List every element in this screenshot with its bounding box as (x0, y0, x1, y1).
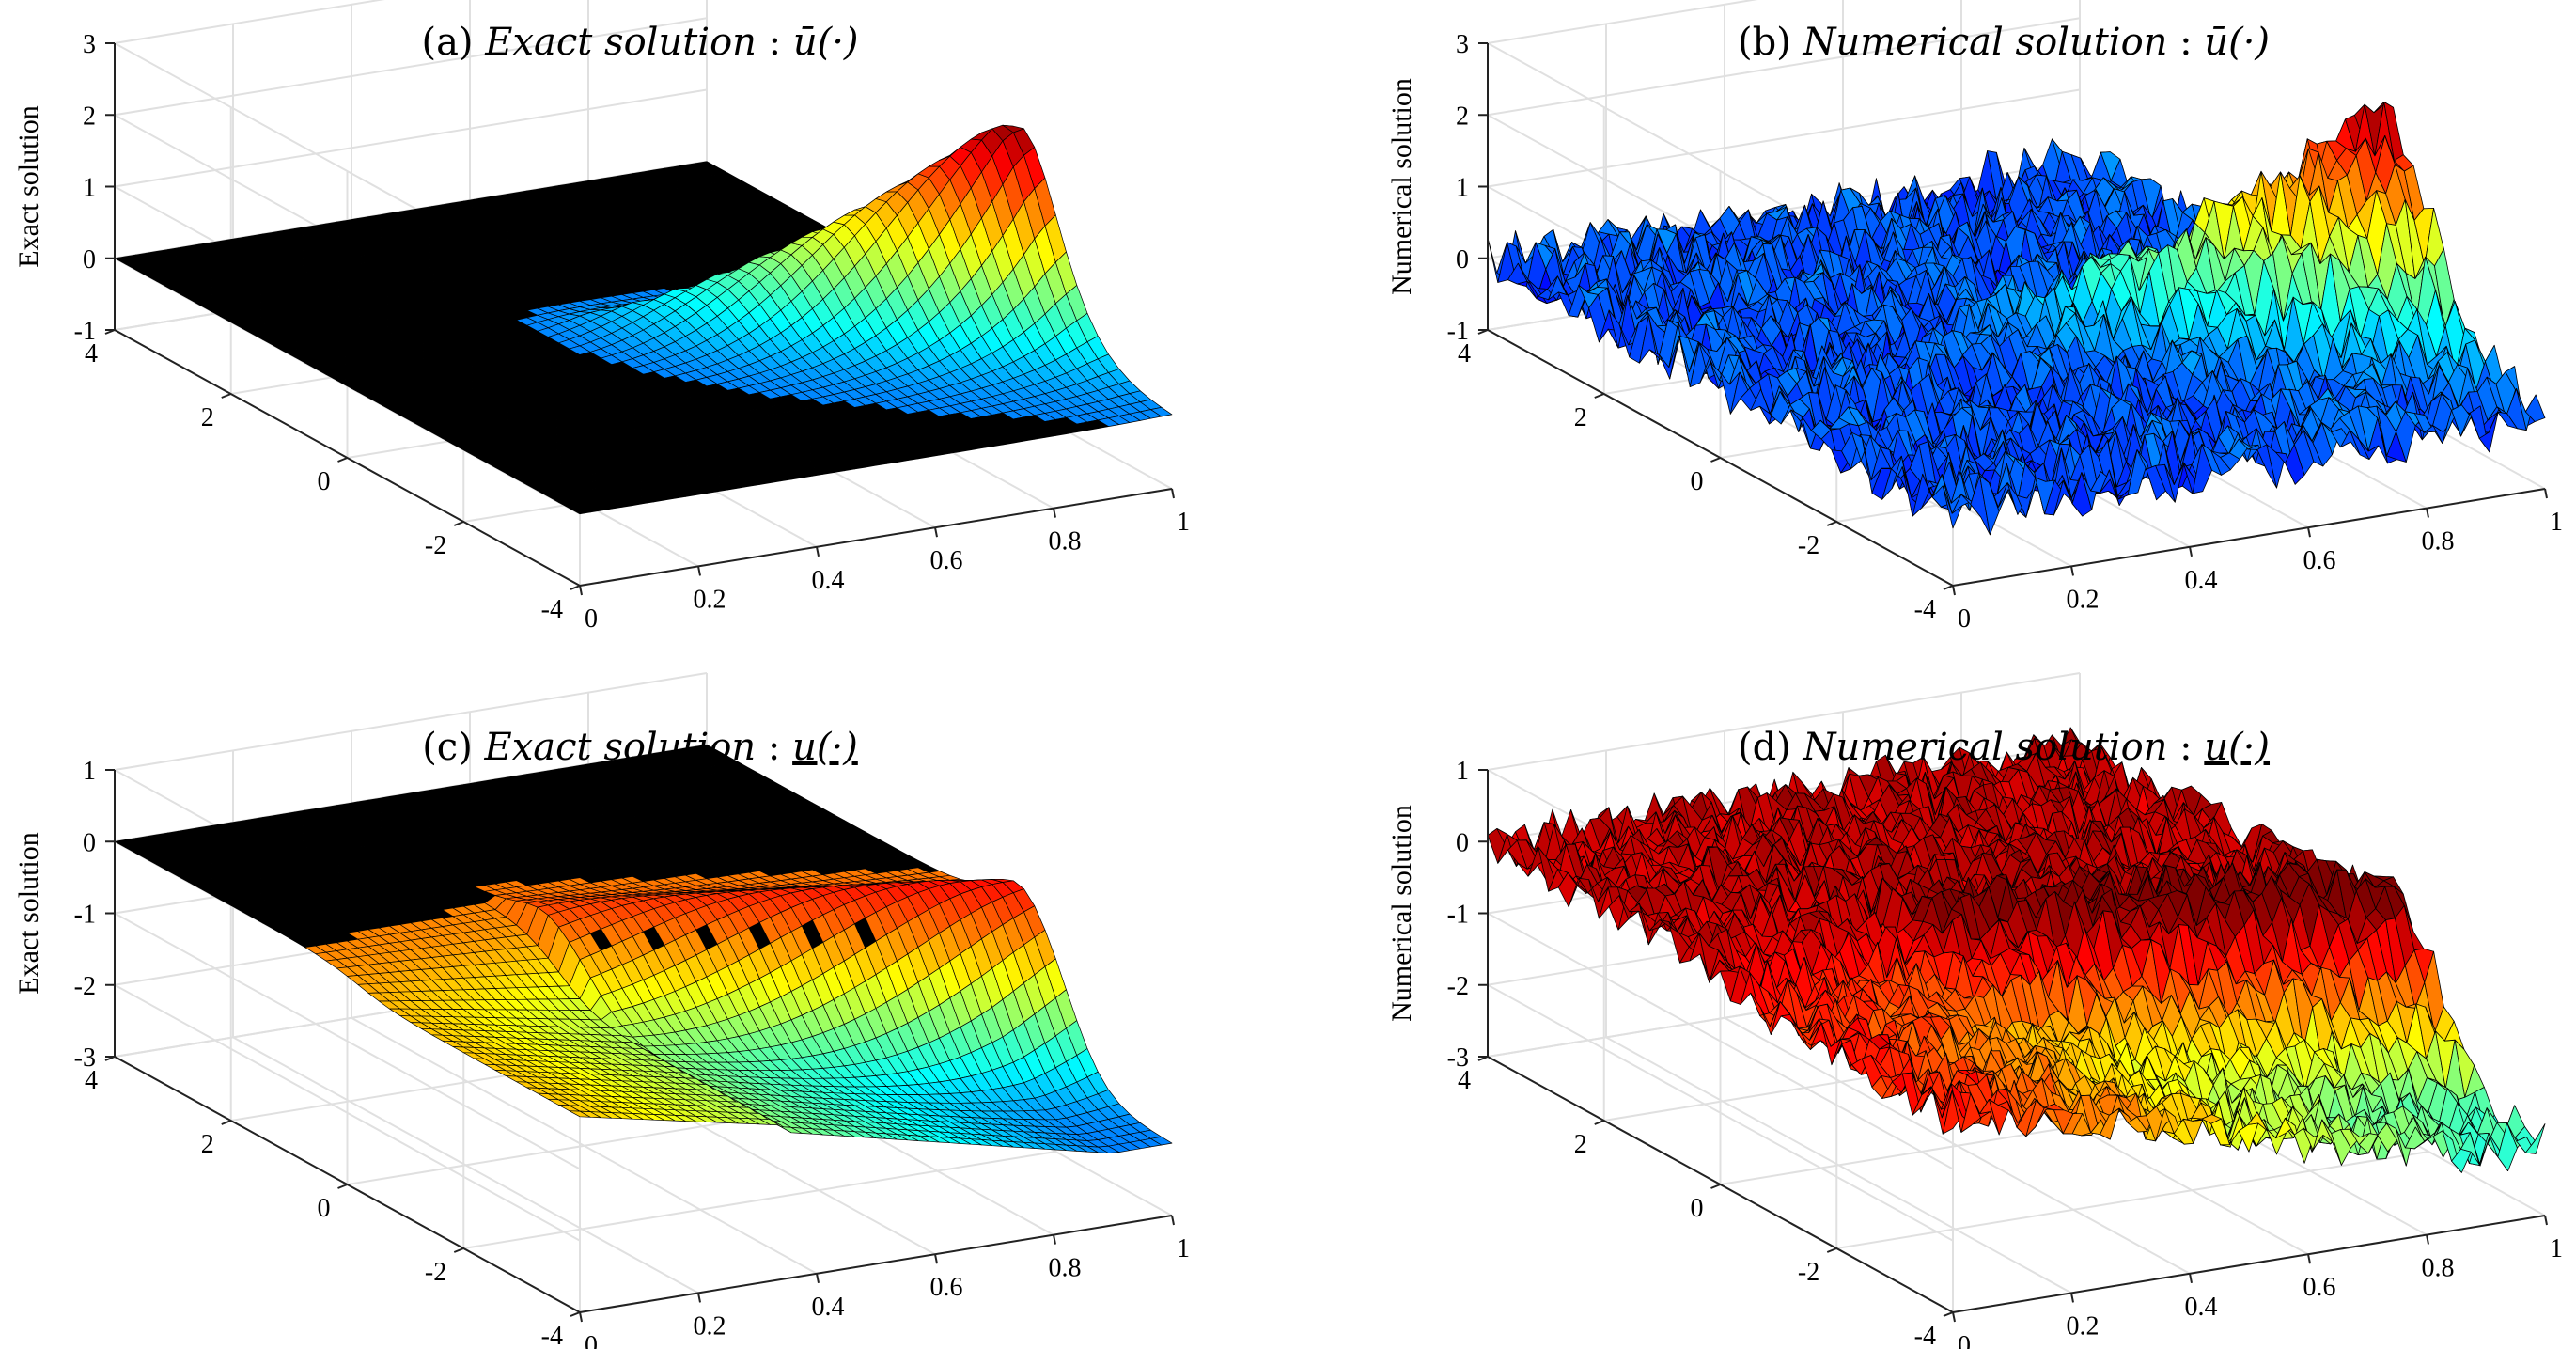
y-tick-label-d: 0 (1691, 1194, 1704, 1223)
z-axis-label-b: Numerical solution (1386, 78, 1417, 295)
x-tick-label-a: 0.6 (930, 546, 963, 575)
axes-b: 0 0.2 0.4 0.6 0.8 1 -4 -2 0 2 4-1 0 1 2 3 (1447, 30, 2563, 634)
z-tick-label-c: -3 (74, 1043, 96, 1073)
z-tick-label-b: 1 (1456, 174, 1469, 203)
y-tick-label-c: 2 (201, 1130, 214, 1159)
y-tick-label-b: 2 (1574, 403, 1587, 432)
z-tick-label-a: 1 (83, 174, 96, 203)
x-tick-label-d: 0.8 (2422, 1254, 2455, 1283)
y-tick-label-a: -4 (541, 595, 563, 624)
z-tick-label-b: 3 (1456, 30, 1469, 59)
y-tick-label-c: 4 (85, 1066, 98, 1095)
x-tick-label-d: 0 (1958, 1331, 1971, 1349)
z-tick-label-d: -2 (1447, 972, 1469, 1001)
y-tick-label-c: 0 (318, 1194, 331, 1223)
z-tick-label-a: 0 (83, 245, 96, 275)
y-tick-label-c: -4 (541, 1322, 563, 1349)
z-tick-label-d: 0 (1456, 828, 1469, 857)
x-tick-label-c: 1 (1177, 1234, 1190, 1263)
panel-title-c: (c) Exact solution : u(·) (422, 726, 858, 769)
x-axis-line-a (579, 488, 1173, 587)
y-tick-label-b: -4 (1914, 595, 1936, 624)
z-axis-label-a: Exact solution (13, 105, 44, 267)
panel-title-b: (b) Numerical solution : ū(·) (1738, 21, 2270, 64)
subplot-a: 0 0.2 0.4 0.6 0.8 1 -4 -2 0 2 4-1 0 1 2 3 Exact solutio… (13, 0, 1190, 634)
y-tick-label-b: -2 (1798, 531, 1819, 560)
x-tick-label-a: 0.8 (1049, 527, 1082, 557)
subplot-b: 0 0.2 0.4 0.6 0.8 1 -4 -2 0 2 4-1 0 1 2 3 Numerical sol… (1386, 0, 2563, 634)
axes-a: 0 0.2 0.4 0.6 0.8 1 -4 -2 0 2 4-1 0 1 2 3 (74, 30, 1190, 634)
z-tick-label-c: 0 (83, 828, 96, 857)
y-tick-label-c: -2 (425, 1258, 446, 1287)
x-tick-label-b: 0.6 (2303, 546, 2336, 575)
x-axis-line-c (579, 1215, 1173, 1313)
surface-b (1487, 102, 2546, 536)
panel-title-d: (d) Numerical solution : u(·) (1738, 726, 2270, 769)
surface-c (114, 744, 1173, 1153)
y-tick-label-a: -2 (425, 531, 446, 560)
x-tick-label-c: 0.2 (694, 1311, 726, 1341)
x-tick-label-b: 0.2 (2067, 585, 2100, 614)
x-tick-label-d: 1 (2550, 1234, 2563, 1263)
z-tick-label-b: 2 (1456, 102, 1469, 131)
y-tick-label-d: 4 (1458, 1066, 1471, 1095)
x-tick-label-b: 0.8 (2422, 527, 2455, 557)
z-tick-label-d: -3 (1447, 1043, 1469, 1073)
y-tick-label-a: 4 (85, 339, 98, 369)
z-tick-label-c: 1 (83, 757, 96, 786)
y-tick-label-a: 2 (201, 403, 214, 432)
y-tick-label-d: -2 (1798, 1258, 1819, 1287)
x-tick-label-c: 0 (585, 1331, 598, 1349)
z-tick-label-a: 2 (83, 102, 96, 131)
z-tick-label-a: -1 (74, 317, 96, 346)
z-tick-label-c: -2 (74, 972, 96, 1001)
z-tick-label-d: -1 (1447, 901, 1469, 930)
x-tick-label-c: 0.6 (930, 1273, 963, 1302)
x-tick-label-b: 1 (2550, 508, 2563, 537)
surface-d (1487, 727, 2546, 1173)
y-tick-label-b: 0 (1691, 467, 1704, 496)
axes-c: 0 0.2 0.4 0.6 0.8 1 -4 -2 0 2 4-3 -2 -1 0 1 (74, 757, 1190, 1349)
x-tick-label-c: 0.4 (812, 1293, 845, 1322)
x-tick-label-d: 0.2 (2067, 1311, 2100, 1341)
x-tick-label-b: 0.4 (2185, 566, 2218, 595)
z-tick-label-d: 1 (1456, 757, 1469, 786)
y-tick-label-d: -4 (1914, 1322, 1936, 1349)
x-tick-label-a: 1 (1177, 508, 1190, 537)
x-tick-label-a: 0.4 (812, 566, 845, 595)
z-tick-label-a: 3 (83, 30, 96, 59)
z-tick-label-b: 0 (1456, 245, 1469, 275)
x-tick-label-b: 0 (1958, 604, 1971, 634)
x-tick-label-d: 0.6 (2303, 1273, 2336, 1302)
x-axis-line-d (1952, 1215, 2546, 1313)
y-tick-label-b: 4 (1458, 339, 1471, 369)
surface-a (114, 124, 1173, 515)
panel-title-a: (a) Exact solution : ū(·) (421, 21, 858, 64)
x-axis-line-b (1952, 488, 2546, 587)
x-tick-label-a: 0.2 (694, 585, 726, 614)
x-tick-label-d: 0.4 (2185, 1293, 2218, 1322)
z-tick-label-c: -1 (74, 901, 96, 930)
subplot-d: 0 0.2 0.4 0.6 0.8 1 -4 -2 0 2 4-3 -2 -1 0 1 Numerical s… (1386, 672, 2563, 1349)
x-tick-label-c: 0.8 (1049, 1254, 1082, 1283)
x-tick-label-a: 0 (585, 604, 598, 634)
z-tick-label-b: -1 (1447, 317, 1469, 346)
z-axis-label-c: Exact solution (13, 832, 44, 994)
y-tick-label-a: 0 (318, 467, 331, 496)
axes-d: 0 0.2 0.4 0.6 0.8 1 -4 -2 0 2 4-3 -2 -1 0 1 (1447, 757, 2563, 1349)
z-axis-label-d: Numerical solution (1386, 805, 1417, 1022)
subplot-c: 0 0.2 0.4 0.6 0.8 1 -4 -2 0 2 4-3 -2 -1 0 1 Exact solut… (13, 672, 1190, 1349)
y-tick-label-d: 2 (1574, 1130, 1587, 1159)
